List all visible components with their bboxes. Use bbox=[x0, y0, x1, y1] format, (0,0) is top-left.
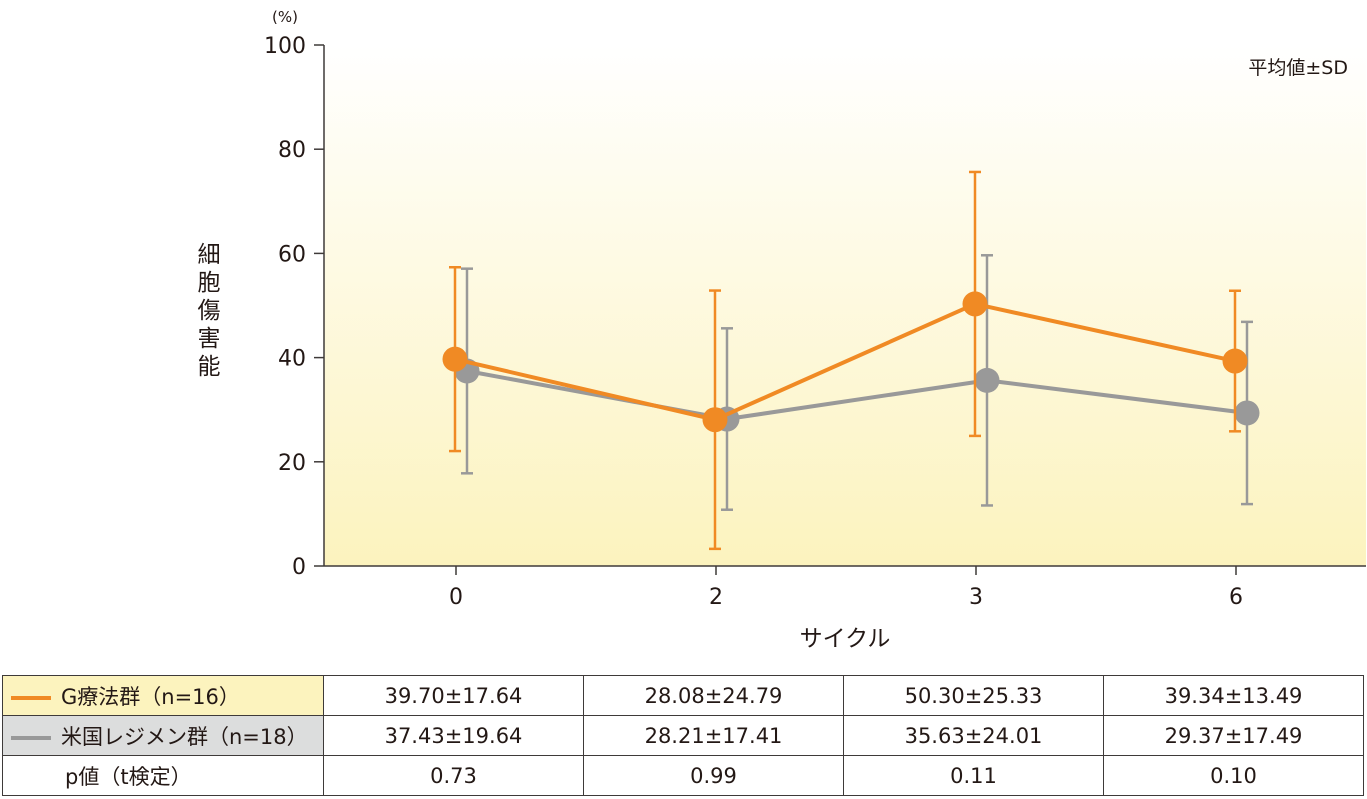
x-tick-label: 2 bbox=[709, 585, 723, 610]
table-cell: 28.21±17.41 bbox=[583, 715, 844, 756]
row-label-text: G療法群（n=16） bbox=[61, 684, 240, 709]
data-point bbox=[974, 367, 1000, 393]
x-ticks: 0 2 3 6 bbox=[449, 566, 1243, 610]
y-tick-label: 40 bbox=[278, 347, 306, 372]
table-cell: 39.70±17.64 bbox=[323, 675, 584, 716]
data-point bbox=[1222, 348, 1248, 374]
axes bbox=[323, 45, 1366, 567]
table-cell: 50.30±25.33 bbox=[843, 675, 1104, 716]
y-axis-label-char: 胞 bbox=[198, 270, 221, 296]
row-label-text: p値（t検定） bbox=[65, 764, 192, 789]
table-cell: 0.73 bbox=[323, 755, 584, 796]
table-row: 米国レジメン群（n=18） 37.43±19.64 28.21±17.41 35.63… bbox=[2, 715, 1364, 756]
table-cell: 0.99 bbox=[583, 755, 844, 796]
y-tick-label: 60 bbox=[278, 242, 306, 267]
table-cell: 0.11 bbox=[843, 755, 1104, 796]
row-label: G療法群（n=16） bbox=[2, 675, 324, 716]
y-axis-label-char: 害 bbox=[198, 326, 221, 352]
y-unit-label: (%) bbox=[272, 8, 298, 26]
table-cell: 0.10 bbox=[1103, 755, 1364, 796]
y-tick-label: 20 bbox=[278, 451, 306, 476]
y-tick-label: 80 bbox=[278, 138, 306, 163]
table-cell: 39.34±13.49 bbox=[1103, 675, 1364, 716]
data-point bbox=[962, 291, 988, 317]
y-axis-label-char: 能 bbox=[198, 354, 221, 380]
series-1 bbox=[442, 170, 1248, 551]
row-label: 米国レジメン群（n=18） bbox=[2, 715, 324, 756]
row-label: p値（t検定） bbox=[2, 755, 324, 796]
row-label-text: 米国レジメン群（n=18） bbox=[61, 724, 308, 749]
data-table: G療法群（n=16） 39.70±17.64 28.08±24.79 50.30±25… bbox=[2, 675, 1364, 796]
y-ticks: 0 20 40 60 80 100 bbox=[264, 34, 324, 580]
y-tick-label: 100 bbox=[264, 34, 306, 59]
data-point bbox=[442, 346, 468, 372]
series-2 bbox=[454, 254, 1260, 511]
legend-line-swatch bbox=[11, 695, 51, 700]
series-line bbox=[466, 369, 1248, 422]
plot-area bbox=[324, 45, 1366, 566]
x-tick-label: 3 bbox=[969, 585, 983, 610]
table-cell: 29.37±17.49 bbox=[1103, 715, 1364, 756]
table-cell: 28.08±24.79 bbox=[583, 675, 844, 716]
x-tick-label: 6 bbox=[1229, 585, 1243, 610]
x-tick-label: 0 bbox=[449, 585, 463, 610]
table-cell: 35.63±24.01 bbox=[843, 715, 1104, 756]
table-cell: 37.43±19.64 bbox=[323, 715, 584, 756]
legend-line-swatch bbox=[11, 735, 51, 740]
x-axis-label: サイクル bbox=[800, 626, 891, 652]
series-line bbox=[454, 301, 1236, 422]
table-row: G療法群（n=16） 39.70±17.64 28.08±24.79 50.30±25… bbox=[2, 675, 1364, 716]
y-axis-label-char: 傷 bbox=[198, 298, 221, 324]
table-row: p値（t検定） 0.73 0.99 0.11 0.10 bbox=[2, 755, 1364, 796]
y-tick-label: 0 bbox=[292, 555, 306, 580]
stat-note: 平均値±SD bbox=[1248, 57, 1348, 79]
series-layer bbox=[442, 170, 1260, 551]
y-axis-label-char: 細 bbox=[198, 242, 221, 268]
data-point bbox=[702, 407, 728, 433]
data-point bbox=[1234, 400, 1260, 426]
